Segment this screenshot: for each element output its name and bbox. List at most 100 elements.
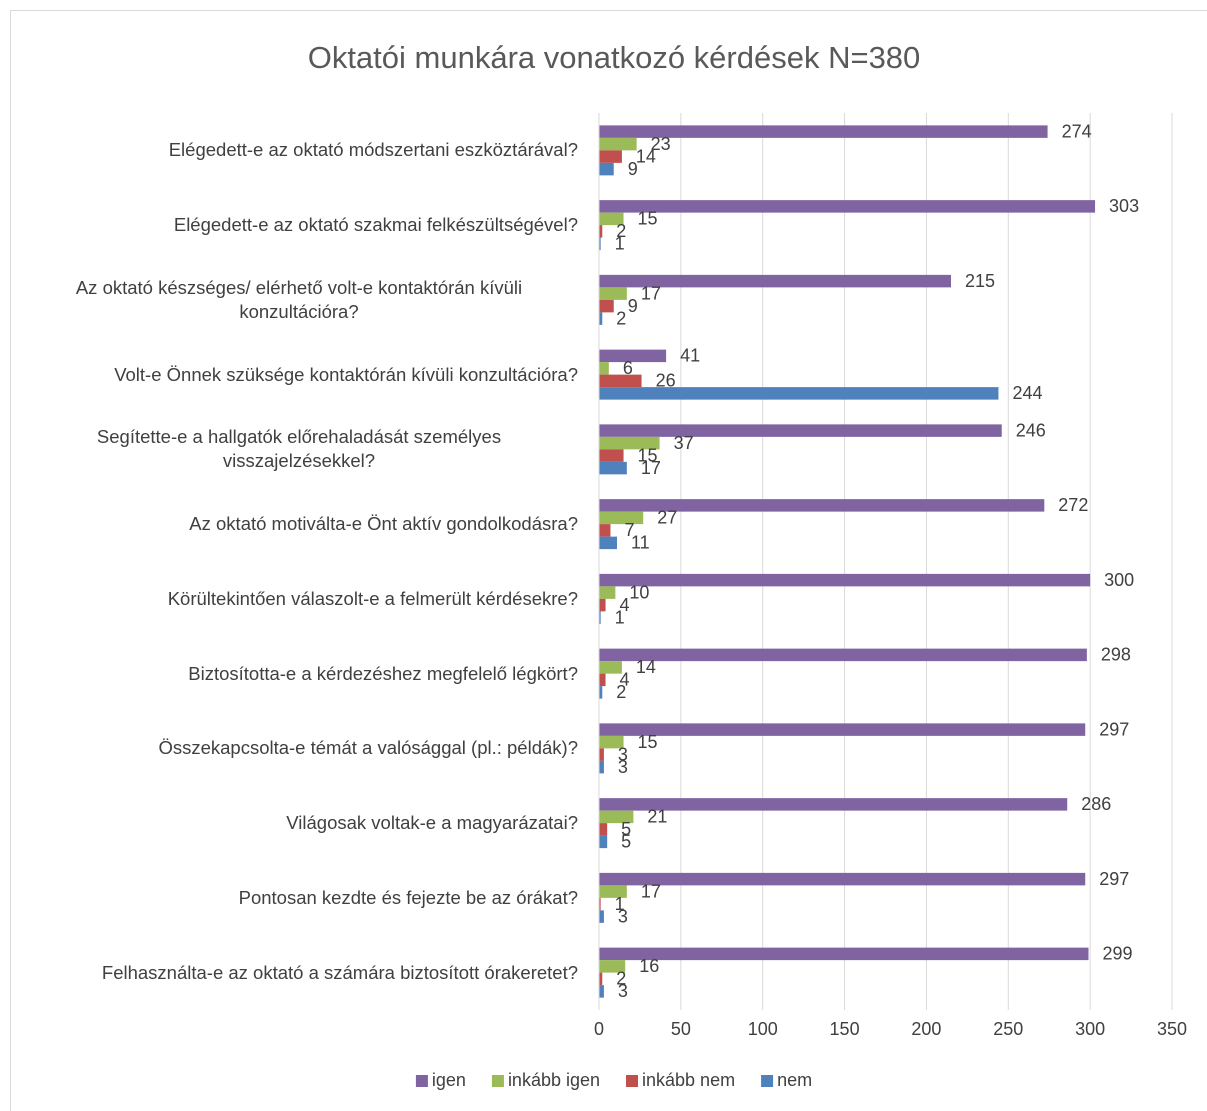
y-tick-label: Az oktató készséges/ elérhető volt-e kon… <box>20 263 578 338</box>
value-label: 10 <box>629 582 649 602</box>
bar <box>599 287 627 300</box>
value-label: 3 <box>618 744 628 764</box>
value-label: 26 <box>656 371 676 391</box>
x-tick-label: 200 <box>911 1019 941 1039</box>
bar <box>599 449 624 462</box>
value-label: 2 <box>616 682 626 702</box>
legend-label: inkább nem <box>642 1070 735 1090</box>
bar <box>599 598 606 612</box>
bar <box>599 586 616 599</box>
value-label: 298 <box>1101 645 1131 665</box>
value-label: 3 <box>618 906 628 926</box>
value-label: 2 <box>616 308 626 328</box>
value-label: 14 <box>636 146 656 166</box>
bar <box>599 312 603 325</box>
bar <box>599 374 642 388</box>
bar <box>599 511 644 525</box>
value-label: 15 <box>638 732 658 752</box>
value-label: 286 <box>1081 794 1111 814</box>
chart-frame <box>10 10 1207 1111</box>
value-label: 37 <box>674 433 694 453</box>
bar <box>599 499 1045 512</box>
category-text: Világosak voltak-e a magyarázatai? <box>286 812 578 834</box>
x-tick-label: 100 <box>748 1019 778 1039</box>
value-label: 9 <box>628 159 638 179</box>
y-tick-label: Elégedett-e az oktató módszertani eszköz… <box>20 113 578 188</box>
category-text: Az oktató készséges/ elérhető volt-e kon… <box>75 276 523 322</box>
bar <box>599 760 604 774</box>
bar <box>599 524 611 537</box>
category-text: Felhasználta-e az oktató a számára bizto… <box>101 961 578 983</box>
y-tick-label: Az oktató motiválta-e Önt aktív gondolko… <box>20 487 578 562</box>
bar <box>599 150 622 163</box>
bar <box>599 686 603 699</box>
bar <box>599 723 1086 736</box>
value-label: 297 <box>1099 719 1129 739</box>
value-label: 3 <box>618 981 628 1001</box>
value-label: 7 <box>624 520 634 540</box>
value-label: 1 <box>615 607 625 627</box>
x-tick-label: 250 <box>993 1019 1023 1039</box>
value-label: 5 <box>621 819 631 839</box>
bar <box>599 137 637 151</box>
category-text: Körültekintően válaszolt-e a felmerült k… <box>167 587 578 609</box>
bar <box>599 212 624 226</box>
category-text: Elégedett-e az oktató módszertani eszköz… <box>168 139 578 161</box>
bar <box>599 611 601 624</box>
value-label: 297 <box>1099 869 1129 889</box>
bar <box>599 910 604 923</box>
bar <box>599 673 606 687</box>
value-label: 3 <box>618 757 628 777</box>
value-label: 2 <box>616 221 626 241</box>
value-label: 6 <box>623 358 633 378</box>
value-label: 9 <box>628 296 638 316</box>
x-tick-label: 300 <box>1075 1019 1105 1039</box>
bar <box>599 648 1087 662</box>
value-label: 27 <box>657 508 677 528</box>
value-label: 17 <box>641 458 661 478</box>
value-label: 41 <box>680 346 700 366</box>
y-tick-label: Körültekintően válaszolt-e a felmerült k… <box>20 562 578 637</box>
legend-label: nem <box>777 1070 812 1090</box>
value-label: 23 <box>651 134 671 154</box>
bar <box>599 225 603 238</box>
value-label: 11 <box>631 533 650 553</box>
value-label: 17 <box>641 881 661 901</box>
y-tick-label: Biztosította-e a kérdezéshez megfelelő l… <box>20 636 578 711</box>
bar <box>599 362 609 375</box>
bar <box>599 885 627 898</box>
value-label: 1 <box>615 234 625 254</box>
value-label: 299 <box>1103 944 1133 964</box>
bar <box>599 387 999 400</box>
bar <box>599 661 622 674</box>
value-label: 1 <box>615 894 625 914</box>
bar <box>599 735 624 749</box>
category-text: Az oktató motiválta-e Önt aktív gondolko… <box>189 513 578 535</box>
bar <box>599 573 1091 587</box>
value-label: 4 <box>620 595 630 615</box>
legend-swatch <box>415 1075 428 1087</box>
value-label: 246 <box>1016 420 1046 440</box>
value-label: 21 <box>647 807 667 827</box>
value-label: 16 <box>639 956 659 976</box>
bar <box>599 424 1002 437</box>
legend-label: inkább igen <box>508 1070 600 1090</box>
value-label: 303 <box>1109 196 1139 216</box>
y-tick-label: Összekapcsolta-e témát a valósággal (pl.… <box>20 711 578 786</box>
y-tick-label: Elégedett-e az oktató szakmai felkészült… <box>20 188 578 263</box>
bar <box>599 823 608 836</box>
value-label: 2 <box>616 969 626 989</box>
x-tick-label: 150 <box>830 1019 860 1039</box>
value-label: 5 <box>621 832 631 852</box>
category-text: Pontosan kezdte és fejezte be az órákat? <box>238 886 578 908</box>
legend-label: igen <box>432 1070 466 1090</box>
y-tick-label: Felhasználta-e az oktató a számára bizto… <box>20 935 578 1010</box>
bar <box>599 947 1089 961</box>
x-tick-label: 50 <box>671 1019 691 1039</box>
value-label: 15 <box>638 209 658 229</box>
bar <box>599 237 601 251</box>
chart-title: Oktatói munkára vonatkozó kérdések N=380 <box>308 40 921 75</box>
bar <box>599 985 604 998</box>
